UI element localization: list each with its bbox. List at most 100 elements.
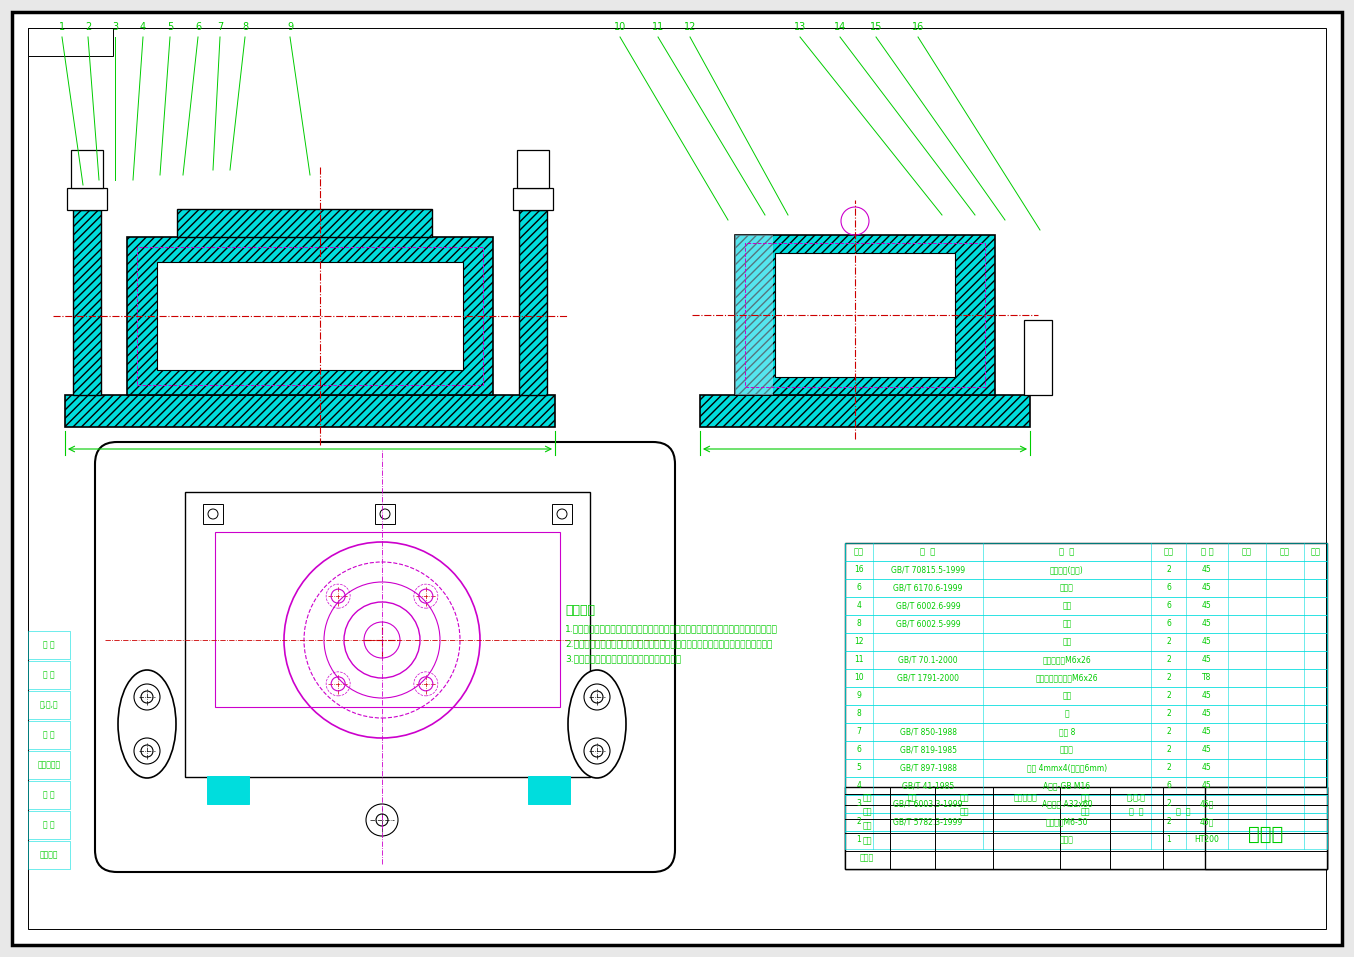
- Text: 6: 6: [1166, 619, 1171, 629]
- Bar: [1205, 787, 1327, 869]
- Text: 12: 12: [854, 637, 864, 647]
- Text: 序号: 序号: [854, 547, 864, 557]
- Bar: [845, 561, 1327, 579]
- Text: 更改文件号: 更改文件号: [38, 761, 61, 769]
- Text: 8: 8: [857, 619, 861, 629]
- Text: 4: 4: [857, 782, 861, 790]
- Text: 3: 3: [857, 799, 861, 809]
- Bar: [28, 691, 70, 719]
- Text: 10: 10: [613, 22, 626, 32]
- Text: 代  号: 代 号: [921, 547, 936, 557]
- Text: 螺母帽: 螺母帽: [1060, 584, 1074, 592]
- Bar: [65, 395, 555, 427]
- Bar: [845, 741, 1327, 759]
- Text: 备注: 备注: [1311, 547, 1320, 557]
- Text: 2: 2: [857, 817, 861, 827]
- Bar: [845, 705, 1327, 723]
- Bar: [745, 243, 984, 387]
- Text: 1: 1: [857, 835, 861, 844]
- Bar: [28, 28, 112, 56]
- Text: 45: 45: [1202, 692, 1212, 701]
- Text: 审核: 审核: [862, 821, 872, 831]
- Text: 比例: 比例: [1080, 808, 1090, 816]
- Text: 第  页: 第 页: [1175, 808, 1190, 816]
- Text: GB/T 819-1985: GB/T 819-1985: [899, 746, 956, 754]
- Text: 分 区: 分 区: [43, 790, 54, 799]
- Bar: [207, 776, 249, 804]
- Text: 16: 16: [854, 566, 864, 574]
- Bar: [28, 751, 70, 779]
- Bar: [375, 504, 395, 524]
- Text: 6: 6: [1166, 584, 1171, 592]
- Bar: [127, 237, 493, 395]
- Text: GB/T 1791-2000: GB/T 1791-2000: [896, 674, 959, 682]
- Text: 45: 45: [1202, 727, 1212, 737]
- Text: 11: 11: [854, 656, 864, 664]
- Bar: [845, 831, 1327, 849]
- Text: 1: 1: [1166, 835, 1171, 844]
- Text: 6: 6: [857, 584, 861, 592]
- Text: 5: 5: [167, 22, 173, 32]
- Bar: [203, 504, 223, 524]
- Bar: [28, 631, 70, 659]
- Text: 45: 45: [1202, 656, 1212, 664]
- Text: 6: 6: [1166, 602, 1171, 611]
- Text: 9: 9: [857, 692, 861, 701]
- Text: 2: 2: [1166, 692, 1171, 701]
- Text: GB/T 70.1-2000: GB/T 70.1-2000: [898, 656, 957, 664]
- Text: 45: 45: [1202, 619, 1212, 629]
- Text: GB/T 6003.3-1999: GB/T 6003.3-1999: [894, 799, 963, 809]
- Text: HT200: HT200: [1194, 835, 1220, 844]
- Bar: [845, 651, 1327, 669]
- Text: 轴承座: 轴承座: [1060, 835, 1074, 844]
- Text: 材 料: 材 料: [1201, 547, 1213, 557]
- Bar: [70, 150, 103, 188]
- Text: GB/T 850-1988: GB/T 850-1988: [899, 727, 956, 737]
- Text: 2: 2: [1166, 674, 1171, 682]
- Text: 签名: 签名: [1080, 793, 1090, 803]
- Text: 标准螺栓M6-50: 标准螺栓M6-50: [1045, 817, 1089, 827]
- Ellipse shape: [118, 670, 176, 778]
- Bar: [845, 723, 1327, 741]
- Text: 45: 45: [1202, 637, 1212, 647]
- Bar: [177, 209, 432, 237]
- Bar: [185, 492, 590, 777]
- Text: 数量: 数量: [1163, 547, 1174, 557]
- Text: 分区: 分区: [959, 793, 968, 803]
- Text: GB/T 70815.5-1999: GB/T 70815.5-1999: [891, 566, 965, 574]
- Text: 45: 45: [1202, 602, 1212, 611]
- Bar: [215, 532, 561, 707]
- Text: 工艺: 工艺: [862, 836, 872, 845]
- Bar: [845, 759, 1327, 777]
- Bar: [845, 813, 1327, 831]
- Text: 6: 6: [1166, 782, 1171, 790]
- Text: 45: 45: [1202, 764, 1212, 772]
- Text: T8: T8: [1202, 674, 1212, 682]
- Bar: [552, 504, 571, 524]
- Bar: [845, 597, 1327, 615]
- Bar: [137, 247, 483, 385]
- Bar: [845, 633, 1327, 651]
- Text: GB/T 6002.6-999: GB/T 6002.6-999: [896, 602, 960, 611]
- Text: 设 计: 设 计: [43, 671, 54, 679]
- Text: 2: 2: [1166, 727, 1171, 737]
- Bar: [845, 795, 1327, 813]
- Text: 螺母: 螺母: [1063, 602, 1071, 611]
- Bar: [845, 777, 1327, 795]
- Text: 45: 45: [1202, 584, 1212, 592]
- Bar: [845, 687, 1327, 705]
- Text: 签 名: 签 名: [43, 730, 54, 740]
- Text: 2: 2: [1166, 637, 1171, 647]
- Text: 2: 2: [1166, 709, 1171, 719]
- Text: 7: 7: [857, 727, 861, 737]
- Text: 3: 3: [112, 22, 118, 32]
- Text: 装配图: 装配图: [1248, 825, 1284, 843]
- Bar: [845, 615, 1327, 633]
- Text: 销: 销: [1064, 709, 1070, 719]
- Text: 11: 11: [651, 22, 663, 32]
- Bar: [513, 188, 552, 210]
- Text: 3.图纸比例中零件不允许修、更、划痕等缺陷。: 3.图纸比例中零件不允许修、更、划痕等缺陷。: [565, 654, 681, 663]
- Bar: [28, 781, 70, 809]
- Bar: [735, 235, 995, 395]
- Bar: [845, 787, 1327, 869]
